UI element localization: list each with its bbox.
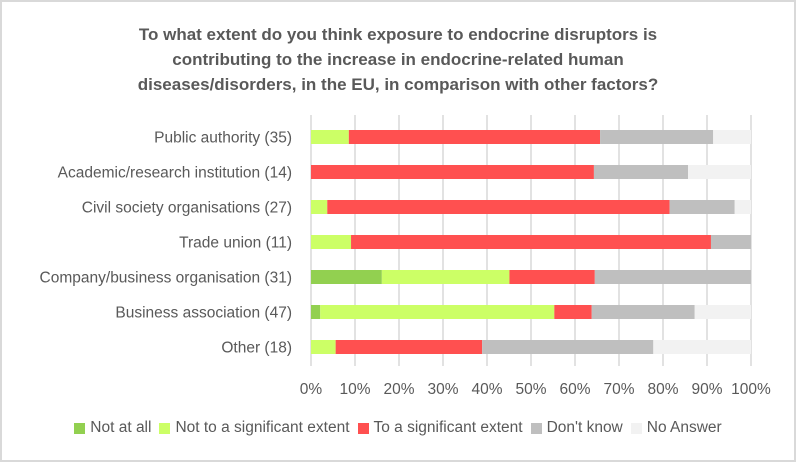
bar-segment (311, 235, 352, 249)
legend-swatch (530, 422, 542, 434)
x-tick-label: 60% (559, 381, 590, 398)
bar-segment (688, 165, 751, 179)
bar-segment (591, 305, 695, 319)
x-tick-label: 10% (339, 381, 370, 398)
bar-segment (381, 270, 510, 284)
legend-swatch (357, 422, 369, 434)
legend-label: Not to a significant extent (175, 419, 350, 436)
bar-segment (509, 270, 595, 284)
legend-item: No Answer (630, 419, 722, 437)
bar-segment (311, 340, 336, 354)
x-tick-label: 90% (691, 381, 722, 398)
legend-label: Not at all (90, 419, 152, 436)
legend-swatch (630, 422, 642, 434)
bar-segment (669, 200, 735, 214)
bar-segment (311, 130, 349, 144)
x-tick-label: 50% (515, 381, 546, 398)
legend-label: To a significant extent (373, 419, 523, 436)
bar-segment (600, 130, 714, 144)
bar-segment (593, 165, 689, 179)
bar-segment (311, 200, 328, 214)
legend-item: Don't know (530, 419, 623, 437)
legend-item: Not at all (74, 419, 151, 437)
bar-segment (694, 305, 751, 319)
category-label: Company/business organisation (31) (40, 270, 292, 287)
bar-segment (320, 305, 555, 319)
bar-segment (713, 130, 751, 144)
legend-item: To a significant extent (357, 419, 523, 437)
bar-segment (335, 340, 483, 354)
legend-swatch (159, 422, 171, 434)
x-tick-label: 30% (427, 381, 458, 398)
category-label: Academic/research institution (14) (58, 165, 292, 182)
x-tick-label: 70% (603, 381, 634, 398)
bar-segment (594, 270, 751, 284)
bar-segment (734, 200, 751, 214)
category-label: Business association (47) (115, 305, 292, 322)
bar-segment (311, 305, 321, 319)
bar-segment (348, 130, 601, 144)
legend-swatch (74, 422, 86, 434)
legend-label: No Answer (646, 419, 722, 436)
bar-segment (554, 305, 592, 319)
x-tick-label: 40% (471, 381, 502, 398)
legend-label: Don't know (546, 419, 623, 436)
x-axis-tick-labels: 0% 10% 20% 30% 40% 50% 60% 70% 80% 90% 100% (300, 381, 771, 398)
category-labels: Public authority (35) Academic/research i… (40, 130, 292, 357)
legend: Not at all Not to a significant extent To … (0, 419, 796, 437)
x-tick-label: 100% (731, 381, 771, 398)
x-tick-label: 80% (647, 381, 678, 398)
category-label: Public authority (35) (154, 130, 292, 147)
bar-segment (710, 235, 751, 249)
chart-title: To what extent do you think exposure to … (137, 25, 659, 94)
category-label: Civil society organisations (27) (82, 200, 292, 217)
x-tick-label: 20% (383, 381, 414, 398)
bar-segment (311, 270, 382, 284)
bar-segment (327, 200, 670, 214)
legend-item: Not to a significant extent (159, 419, 350, 437)
bar-segment (653, 340, 751, 354)
bar-segment (351, 235, 711, 249)
category-label: Other (18) (221, 340, 292, 357)
x-tick-label: 0% (300, 381, 323, 398)
bars (311, 130, 751, 354)
category-label: Trade union (11) (179, 235, 292, 252)
bar-segment (482, 340, 654, 354)
bar-segment (311, 165, 594, 179)
